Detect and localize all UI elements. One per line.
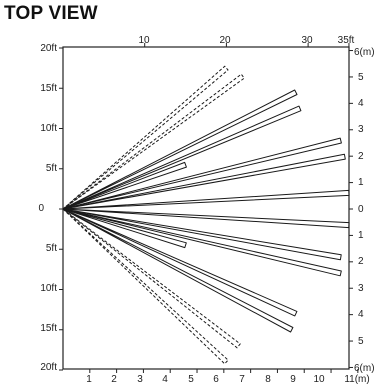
bottom-axis-label-7: 7 [239,374,245,385]
top-axis-label-35ft: 35ft [338,35,355,46]
detection-zone-13 [62,208,298,317]
axis-labels: 10 20 30 35ft 20ft 15ft 10ft 5ft 0 5ft 1… [38,35,374,385]
detection-zone-15 [62,208,241,349]
diagram-title: TOP VIEW [4,3,98,24]
left-axis-label-15ft-bottom: 15ft [40,323,57,334]
right-axis-label-4-bottom: 4 [358,309,364,320]
detection-zone-7 [62,153,346,210]
detection-zone-11 [62,208,342,261]
detection-zone-16 [62,208,229,365]
top-axis-label-20: 20 [219,35,231,46]
detection-zone-5 [62,161,187,210]
left-axis-label-0: 0 [38,203,44,214]
detection-zone-2 [62,73,245,210]
bottom-axis-label-9: 9 [290,374,296,385]
detection-zone-6 [62,137,342,210]
detection-zone-3 [62,89,298,210]
bottom-axis-label-2: 2 [111,374,117,385]
bottom-axis-label-5: 5 [188,374,194,385]
detection-zone-8 [62,189,350,210]
bottom-axis-label-3: 3 [137,374,143,385]
plot-frame [62,46,350,370]
bottom-axis-label-10: 10 [313,374,325,385]
right-axis-label-2-bottom: 2 [358,256,364,267]
right-axis-label-2-top: 2 [358,151,364,162]
detection-zones [62,65,350,365]
bottom-axis-label-4: 4 [162,374,168,385]
detection-zone-1 [62,65,229,210]
right-axis-label-1-top: 1 [358,177,364,188]
detection-zone-10 [62,208,187,249]
right-axis-label-5-bottom: 5 [358,336,364,347]
bottom-axis-label-11m: 11(m) [344,374,369,385]
detection-zone-12 [62,208,342,277]
left-axis-label-5ft-bottom: 5ft [46,243,57,254]
detection-zone-4 [62,105,302,210]
right-axis-label-3-top: 3 [358,124,364,135]
left-axis-label-20ft-bottom: 20ft [40,362,57,373]
bottom-axis-label-6: 6 [213,374,219,385]
bottom-axis-label-8: 8 [265,374,271,385]
top-axis-label-30: 30 [301,35,313,46]
left-axis-label-10ft-top: 10ft [40,123,57,134]
top-axis-label-10: 10 [138,35,150,46]
right-axis-label-6m-bottom: 6(m) [354,363,375,374]
right-axis-label-1-bottom: 1 [358,230,364,241]
detection-zone-14 [62,208,294,333]
right-axis-label-3-bottom: 3 [358,283,364,294]
detection-zone-9 [62,208,350,229]
right-axis-label-4-top: 4 [358,98,364,109]
bottom-axis-label-1: 1 [86,374,92,385]
right-axis-label-5-top: 5 [358,72,364,83]
axis-ticks [59,43,359,373]
right-axis-label-0: 0 [358,204,364,215]
left-axis-label-10ft-bottom: 10ft [40,283,57,294]
left-axis-label-5ft-top: 5ft [46,163,57,174]
right-axis-label-6m-top: 6(m) [354,47,375,58]
left-axis-label-20ft-top: 20ft [40,43,57,54]
left-axis-label-15ft-top: 15ft [40,83,57,94]
